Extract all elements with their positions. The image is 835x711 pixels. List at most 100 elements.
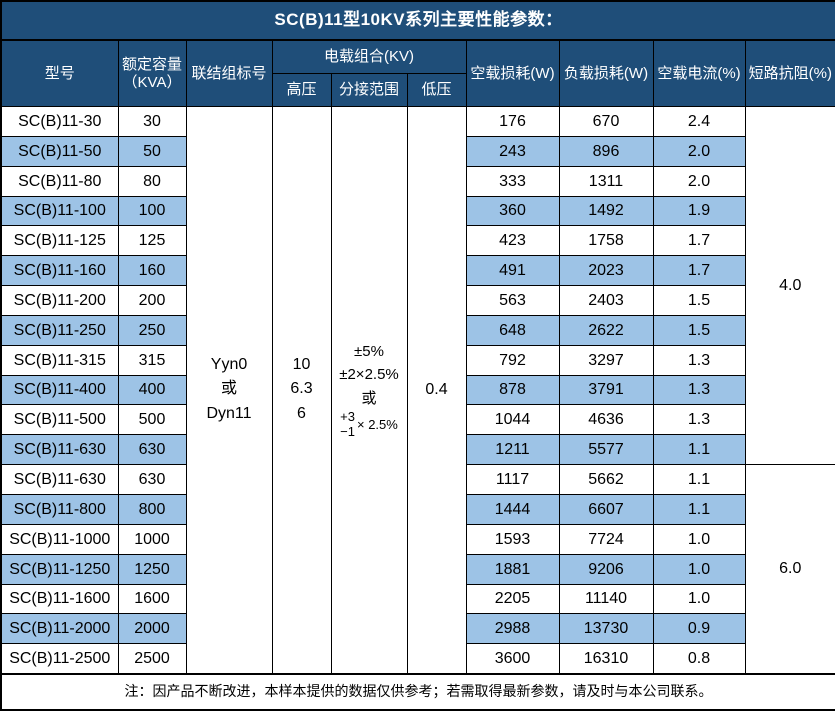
load-loss-cell: 1492 <box>558 195 654 227</box>
col-header-hv: 高压 <box>271 72 332 108</box>
col-header-load-combo: 电载组合(KV) <box>271 39 467 74</box>
no-load-current-cell: 1.0 <box>652 583 746 615</box>
table-row: SC(B)11-2500 2500 3600 16310 0.8 <box>0 643 835 675</box>
header-row-1: 型号 额定容量 （KVA） 联结组标号 电载组合(KV) 空载损耗(W) 负载损… <box>0 39 835 108</box>
no-load-loss-cell: 491 <box>465 255 560 287</box>
tap-line: 或 <box>361 389 377 407</box>
no-load-loss-cell: 1593 <box>465 523 560 555</box>
kva-cell: 2000 <box>117 613 187 645</box>
tap-fraction-bottom: −1 <box>340 423 355 439</box>
no-load-loss-cell: 333 <box>465 165 560 197</box>
no-load-loss-cell: 1444 <box>465 494 560 525</box>
kva-cell: 2500 <box>117 643 187 675</box>
tap-fraction-top: +3 <box>340 408 355 424</box>
table-row: SC(B)11-630 630 1117 5662 1.1 6.0 <box>0 464 835 675</box>
no-load-current-cell: 1.9 <box>652 195 746 227</box>
no-load-loss-cell: 360 <box>465 195 560 227</box>
kva-cell: 1250 <box>117 553 187 585</box>
table-row: SC(B)11-1600 1600 2205 11140 1.0 <box>0 583 835 615</box>
kva-cell: 80 <box>117 165 187 197</box>
kva-cell: 200 <box>117 285 187 316</box>
no-load-loss-cell: 1211 <box>465 434 560 466</box>
no-load-current-cell: 1.3 <box>652 404 746 436</box>
hv-line: 6.3 <box>290 380 313 398</box>
model-cell: SC(B)11-630 <box>0 434 119 466</box>
no-load-current-cell: 1.1 <box>652 464 746 496</box>
col-header-capacity-line1: 额定容量 <box>121 55 182 73</box>
model-cell: SC(B)11-200 <box>0 285 119 316</box>
header-row-2: 高压 分接范围 低压 <box>1 72 835 108</box>
kva-cell: 630 <box>117 434 187 466</box>
table-row: SC(B)11-100 100 360 1492 1.9 <box>0 195 835 227</box>
kva-cell: 1600 <box>117 583 187 615</box>
table-row: SC(B)11-500 500 1044 4636 1.3 <box>0 404 835 436</box>
table-row: SC(B)11-800 800 1444 6607 1.1 <box>0 494 835 525</box>
load-loss-cell: 2403 <box>558 285 654 316</box>
kva-cell: 250 <box>117 314 187 346</box>
kva-cell: 1000 <box>117 523 187 555</box>
table-row: SC(B)11-1000 1000 1593 7724 1.0 <box>0 523 835 555</box>
tap-line: ±5% <box>354 343 384 360</box>
no-load-loss-cell: 1881 <box>465 553 560 585</box>
no-load-current-cell: 1.0 <box>652 523 746 555</box>
load-loss-cell: 9206 <box>558 553 654 585</box>
connection-line: Dyn11 <box>206 405 252 423</box>
table-row: SC(B)11-630 630 1211 5577 1.1 <box>0 434 835 466</box>
no-load-current-cell: 1.3 <box>652 344 746 376</box>
model-cell: SC(B)11-2500 <box>0 643 119 675</box>
hv-line: 6 <box>297 405 306 423</box>
footnote: 注：因产品不断改进，本样本提供的数据仅供参考；若需取得最新参数，请及时与本公司联… <box>0 672 835 711</box>
load-loss-cell: 5662 <box>558 464 654 496</box>
no-load-current-cell: 1.1 <box>652 494 746 525</box>
kva-cell: 800 <box>117 494 187 525</box>
table-row: SC(B)11-80 80 333 1311 2.0 <box>0 165 835 197</box>
model-cell: SC(B)11-250 <box>0 314 119 346</box>
load-loss-cell: 1758 <box>558 225 654 257</box>
load-loss-cell: 5577 <box>558 434 654 466</box>
impedance-cell-group2: 6.0 <box>744 464 835 675</box>
model-cell: SC(B)11-80 <box>0 165 119 197</box>
tap-line: ±2×2.5% <box>339 366 399 384</box>
no-load-loss-cell: 563 <box>465 285 560 316</box>
load-loss-cell: 2622 <box>558 314 654 346</box>
col-header-tap-range: 分接范围 <box>330 72 408 108</box>
model-cell: SC(B)11-630 <box>0 464 119 496</box>
load-loss-cell: 7724 <box>558 523 654 555</box>
table-row: SC(B)11-315 315 792 3297 1.3 <box>0 344 835 376</box>
load-loss-cell: 6607 <box>558 494 654 525</box>
col-header-connection: 联结组标号 <box>185 39 273 108</box>
load-loss-cell: 4636 <box>558 404 654 436</box>
load-loss-cell: 3297 <box>558 344 654 376</box>
no-load-loss-cell: 2205 <box>465 583 560 615</box>
tap-fraction: +3 −1 × 2.5% <box>332 408 406 440</box>
tap-fraction-multiplier: × 2.5% <box>356 416 398 432</box>
table-row: SC(B)11-160 160 491 2023 1.7 <box>0 255 835 287</box>
no-load-loss-cell: 878 <box>465 374 560 406</box>
note-row: 注：因产品不断改进，本样本提供的数据仅供参考；若需取得最新参数，请及时与本公司联… <box>0 672 835 711</box>
table-row: SC(B)11-50 50 243 896 2.0 <box>0 135 835 167</box>
load-loss-cell: 896 <box>558 135 654 167</box>
col-header-impedance: 短路抗阻(%) <box>744 39 835 108</box>
col-header-capacity: 额定容量 （KVA） <box>117 39 187 108</box>
no-load-loss-cell: 3600 <box>465 643 560 675</box>
kva-cell: 125 <box>117 225 187 257</box>
load-loss-cell: 3791 <box>558 374 654 406</box>
model-cell: SC(B)11-125 <box>0 225 119 257</box>
title-row: SC(B)11型10KV系列主要性能参数： <box>0 0 835 42</box>
kva-cell: 315 <box>117 344 187 376</box>
model-cell: SC(B)11-1600 <box>0 583 119 615</box>
table-row: SC(B)11-1250 1250 1881 9206 1.0 <box>0 553 835 585</box>
no-load-current-cell: 1.3 <box>652 374 746 406</box>
no-load-loss-cell: 243 <box>465 135 560 167</box>
no-load-current-cell: 0.9 <box>652 613 746 645</box>
no-load-loss-cell: 1117 <box>465 464 560 496</box>
kva-cell: 30 <box>117 106 187 137</box>
model-cell: SC(B)11-500 <box>0 404 119 436</box>
connection-group-cell: Yyn0 或 Dyn11 <box>185 106 273 675</box>
col-header-no-load-loss: 空载损耗(W) <box>465 39 560 108</box>
model-cell: SC(B)11-800 <box>0 494 119 525</box>
load-loss-cell: 670 <box>558 106 654 137</box>
table-row: SC(B)11-250 250 648 2622 1.5 <box>0 314 835 346</box>
kva-cell: 400 <box>117 374 187 406</box>
